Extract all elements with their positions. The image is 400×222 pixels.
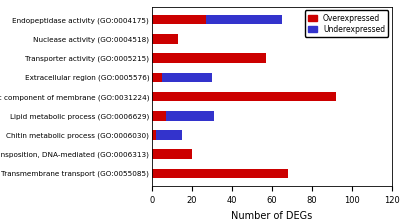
Bar bbox=[152, 73, 162, 82]
Bar bbox=[166, 111, 214, 121]
Bar bbox=[162, 73, 212, 82]
Bar bbox=[152, 92, 336, 101]
Bar bbox=[152, 15, 206, 24]
Bar bbox=[152, 130, 156, 140]
Bar bbox=[152, 149, 192, 159]
Bar bbox=[156, 130, 182, 140]
X-axis label: Number of DEGs: Number of DEGs bbox=[231, 211, 313, 221]
Bar bbox=[152, 111, 166, 121]
Bar bbox=[152, 169, 288, 178]
Legend: Overexpressed, Underexpressed: Overexpressed, Underexpressed bbox=[305, 10, 388, 37]
Bar bbox=[152, 53, 266, 63]
Bar bbox=[152, 34, 178, 44]
Bar bbox=[206, 15, 282, 24]
